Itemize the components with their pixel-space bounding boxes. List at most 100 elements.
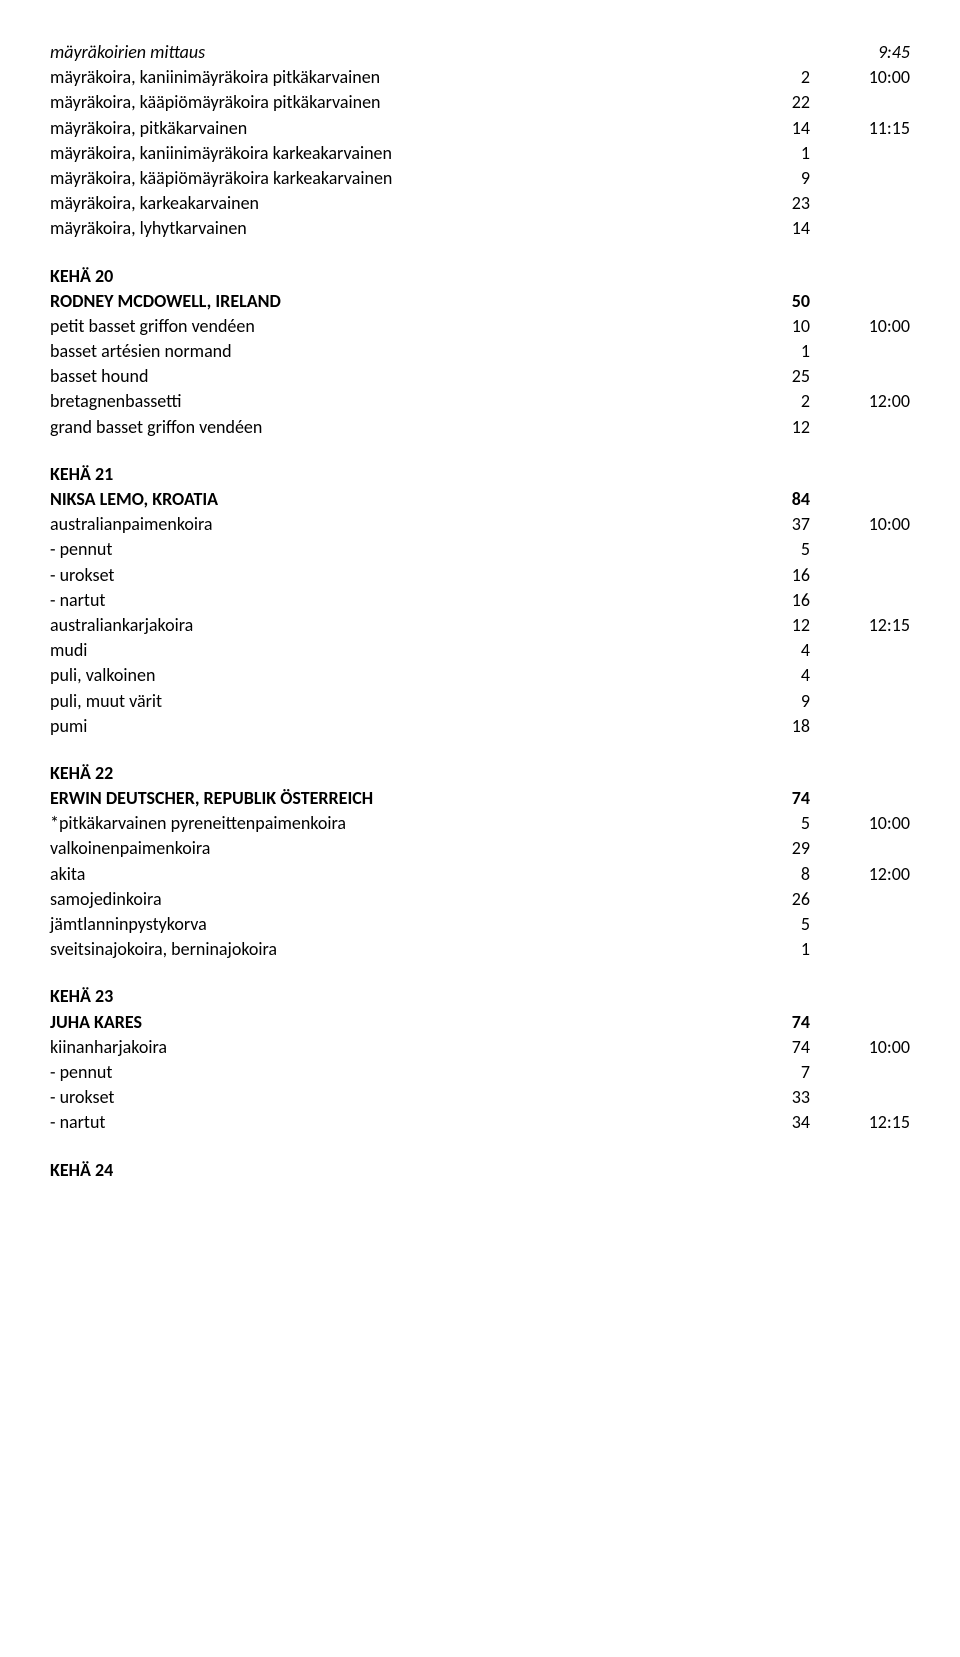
breed-count: 1	[730, 141, 810, 166]
breed-count: 9	[730, 166, 810, 191]
breed-count: 8	[730, 862, 810, 887]
breed-count: 5	[730, 811, 810, 836]
breed-count: 25	[730, 364, 810, 389]
breed-count: 16	[730, 563, 810, 588]
breed-count: 22	[730, 90, 810, 115]
breed-row: basset hound25	[50, 364, 910, 389]
breed-row: kiinanharjakoira7410:00	[50, 1035, 910, 1060]
section-title: KEHÄ 21	[50, 462, 910, 487]
breed-row: valkoinenpaimenkoira29	[50, 836, 910, 861]
judge-row: RODNEY MCDOWELL, IRELAND 50	[50, 289, 910, 314]
breed-count: 37	[730, 512, 810, 537]
breed-count: 26	[730, 887, 810, 912]
breed-count: 34	[730, 1110, 810, 1135]
breed-row: bretagnenbassetti212:00	[50, 389, 910, 414]
breed-count: 14	[730, 116, 810, 141]
breed-row: - pennut5	[50, 537, 910, 562]
breed-time	[810, 1060, 910, 1085]
breed-row: - nartut16	[50, 588, 910, 613]
breed-count: 4	[730, 638, 810, 663]
keha22-rows: *pitkäkarvainen pyreneittenpaimenkoira51…	[50, 811, 910, 962]
breed-label: mäyräkoira, kaniinimäyräkoira pitkäkarva…	[50, 65, 730, 90]
breed-time	[810, 364, 910, 389]
breed-row: samojedinkoira26	[50, 887, 910, 912]
breed-count: 33	[730, 1085, 810, 1110]
breed-count: 29	[730, 836, 810, 861]
breed-time: 10:00	[810, 65, 910, 90]
breed-label: mäyräkoira, lyhytkarvainen	[50, 216, 730, 241]
breed-row: australianpaimenkoira3710:00	[50, 512, 910, 537]
breed-label: - urokset	[50, 563, 730, 588]
breed-row: mäyräkoira, karkeakarvainen23	[50, 191, 910, 216]
breed-label: bretagnenbassetti	[50, 389, 730, 414]
measurement-time: 9:45	[810, 40, 910, 65]
breed-label: - nartut	[50, 588, 730, 613]
breed-label: jämtlanninpystykorva	[50, 912, 730, 937]
breed-count: 18	[730, 714, 810, 739]
breed-time	[810, 912, 910, 937]
breed-row: sveitsinajokoira, berninajokoira1	[50, 937, 910, 962]
breed-label: petit basset griffon vendéen	[50, 314, 730, 339]
breed-row: mäyräkoira, lyhytkarvainen14	[50, 216, 910, 241]
breed-label: akita	[50, 862, 730, 887]
keha23-rows: kiinanharjakoira7410:00- pennut7- urokse…	[50, 1035, 910, 1136]
breed-row: mäyräkoira, kaniinimäyräkoira karkeakarv…	[50, 141, 910, 166]
breed-time	[810, 836, 910, 861]
breed-count: 23	[730, 191, 810, 216]
breed-row: mäyräkoira, kääpiömäyräkoira pitkäkarvai…	[50, 90, 910, 115]
breed-label: - pennut	[50, 537, 730, 562]
section-title: KEHÄ 22	[50, 761, 910, 786]
breed-label: pumi	[50, 714, 730, 739]
breed-label: basset hound	[50, 364, 730, 389]
breed-row: mäyräkoira, kääpiömäyräkoira karkeakarva…	[50, 166, 910, 191]
judge-count: 74	[730, 1010, 810, 1035]
breed-label: - urokset	[50, 1085, 730, 1110]
breed-row: mäyräkoira, pitkäkarvainen1411:15	[50, 116, 910, 141]
breed-time	[810, 1085, 910, 1110]
breed-label: mäyräkoira, kääpiömäyräkoira karkeakarva…	[50, 166, 730, 191]
breed-time	[810, 937, 910, 962]
judge-name: JUHA KARES	[50, 1010, 730, 1035]
breed-count: 1	[730, 339, 810, 364]
breed-time	[810, 191, 910, 216]
breed-time	[810, 563, 910, 588]
breed-time: 10:00	[810, 811, 910, 836]
breed-time	[810, 714, 910, 739]
breed-label: mäyräkoira, kaniinimäyräkoira karkeakarv…	[50, 141, 730, 166]
breed-time	[810, 339, 910, 364]
breed-count: 2	[730, 389, 810, 414]
breed-row: puli, muut värit9	[50, 689, 910, 714]
breed-label: australianpaimenkoira	[50, 512, 730, 537]
breed-count: 2	[730, 65, 810, 90]
breed-row: akita812:00	[50, 862, 910, 887]
intro-rows: mäyräkoira, kaniinimäyräkoira pitkäkarva…	[50, 65, 910, 241]
breed-label: *pitkäkarvainen pyreneittenpaimenkoira	[50, 811, 730, 836]
breed-label: basset artésien normand	[50, 339, 730, 364]
breed-time	[810, 166, 910, 191]
section-title: KEHÄ 20	[50, 264, 910, 289]
breed-row: - urokset16	[50, 563, 910, 588]
measurement-label: mäyräkoirien mittaus	[50, 40, 730, 65]
keha20-rows: petit basset griffon vendéen1010:00basse…	[50, 314, 910, 440]
breed-time	[810, 141, 910, 166]
breed-row: mäyräkoira, kaniinimäyräkoira pitkäkarva…	[50, 65, 910, 90]
breed-time	[810, 663, 910, 688]
breed-time: 12:15	[810, 1110, 910, 1135]
measurement-row: mäyräkoirien mittaus 9:45	[50, 40, 910, 65]
breed-label: kiinanharjakoira	[50, 1035, 730, 1060]
breed-count: 14	[730, 216, 810, 241]
breed-row: - urokset33	[50, 1085, 910, 1110]
breed-count: 1	[730, 937, 810, 962]
breed-row: - nartut3412:15	[50, 1110, 910, 1135]
breed-row: mudi4	[50, 638, 910, 663]
breed-time	[810, 90, 910, 115]
judge-row: ERWIN DEUTSCHER, REPUBLIK ÖSTERREICH 74	[50, 786, 910, 811]
breed-label: - nartut	[50, 1110, 730, 1135]
judge-row: NIKSA LEMO, KROATIA 84	[50, 487, 910, 512]
judge-name: NIKSA LEMO, KROATIA	[50, 487, 730, 512]
breed-label: sveitsinajokoira, berninajokoira	[50, 937, 730, 962]
breed-label: puli, valkoinen	[50, 663, 730, 688]
breed-time	[810, 638, 910, 663]
breed-time: 12:15	[810, 613, 910, 638]
breed-row: jämtlanninpystykorva5	[50, 912, 910, 937]
